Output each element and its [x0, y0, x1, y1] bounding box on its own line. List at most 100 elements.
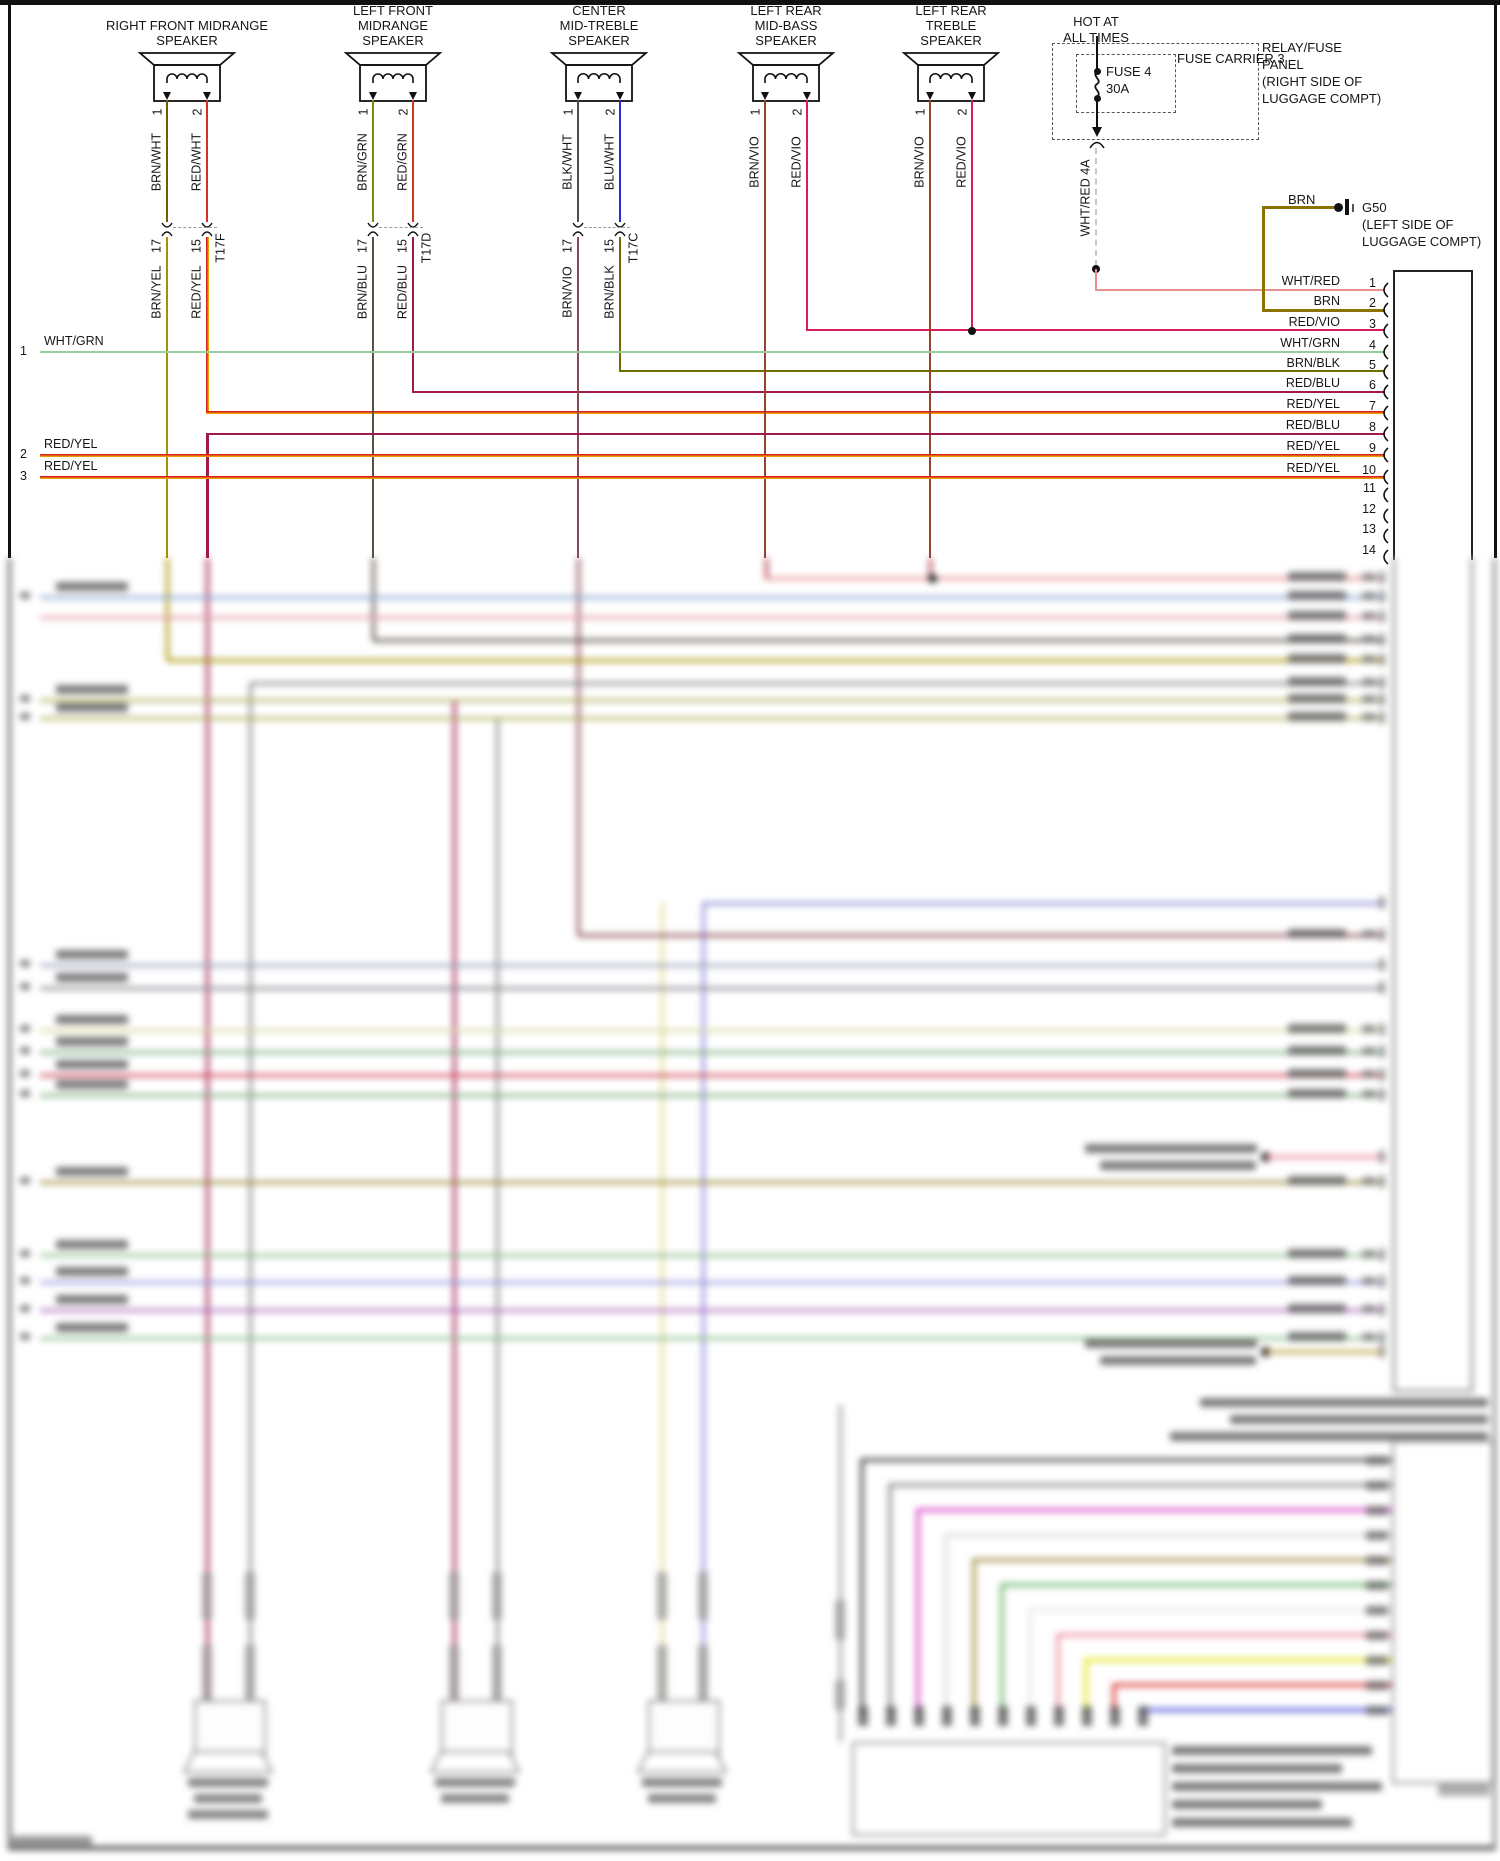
illegible-blurred-text: [1026, 1706, 1036, 1726]
module-pin-number: 6: [1369, 378, 1376, 392]
blur-wire-vertical: [660, 903, 664, 1700]
illegible-blurred-text: [698, 1645, 708, 1700]
illegible-blurred-text: [1172, 1764, 1342, 1773]
hot-at-all-times-label: HOT AT: [1073, 14, 1119, 29]
wire-RED/BLU-pin8: [206, 433, 1385, 435]
illegible-blurred-text: [1379, 1175, 1385, 1188]
wire-to-module: [206, 411, 1385, 414]
speaker-title: SPEAKER: [920, 33, 982, 48]
ground-bar-icon: [1345, 199, 1349, 215]
relay-fuse-panel-label: PANEL: [1262, 57, 1304, 72]
blur-rainbow-wire-v: [972, 1558, 976, 1714]
blur-wire-row: [373, 638, 1385, 642]
illegible-blurred-text: [835, 1600, 845, 1640]
illegible-blurred-text: [1379, 610, 1385, 623]
illegible-blurred-text: [1100, 1356, 1256, 1365]
illegible-blurred-text: [56, 1080, 128, 1089]
blur-wire-row: [250, 681, 1385, 685]
junction-dot: [1093, 94, 1101, 102]
illegible-blurred-text: [56, 973, 128, 982]
ground-bar2-icon: [1352, 204, 1354, 212]
illegible-blurred-text: [1366, 1656, 1388, 1665]
blur-rainbow-wire: [974, 1558, 1392, 1562]
blur-wire-vertical: [452, 700, 456, 1700]
illegible-blurred-text: [1288, 572, 1346, 581]
illegible-blurred-text: [1230, 1415, 1488, 1424]
illegible-blurred-text: [1288, 591, 1346, 600]
illegible-blurred-text: [1362, 635, 1376, 643]
illegible-blurred-text: [1362, 1333, 1376, 1341]
illegible-blurred-text: [642, 1778, 722, 1787]
module-pin-arc-icon: [1383, 426, 1389, 442]
speaker-title: LEFT FRONT: [353, 3, 433, 18]
blur-wire-vertical: [928, 558, 932, 580]
blur-wire-row: [766, 576, 1385, 580]
blur-rainbow-wire: [862, 1458, 1392, 1462]
module-pin-arc-icon: [1383, 282, 1389, 298]
wire-RED/WHT: [206, 100, 208, 222]
illegible-blurred-text: [1366, 1456, 1388, 1465]
blur-wire-row: [40, 615, 1385, 619]
inline-connector-icon: [161, 222, 173, 237]
illegible-blurred-text: [886, 1706, 896, 1726]
blur-wire-row: [167, 658, 1385, 662]
speaker-title: SPEAKER: [568, 33, 630, 48]
illegible-blurred-text: [1366, 1581, 1388, 1590]
illegible-blurred-text: [20, 1047, 30, 1054]
wire-to-module: [806, 329, 1385, 331]
wire-BRN/VIO: [929, 100, 931, 558]
fuse-element-icon: [1094, 70, 1100, 98]
wire-WHT/RED-pin1: [1095, 289, 1385, 291]
blur-wire-vertical: [764, 558, 768, 580]
speaker-symbol: [343, 52, 443, 102]
blur-rainbow-wire: [918, 1508, 1392, 1512]
wire-label: BRN: [1288, 192, 1316, 207]
module-pin-number: 5: [1369, 358, 1376, 372]
speaker-title: LEFT REAR: [750, 3, 822, 18]
wire-BRN/GRN: [372, 100, 374, 222]
illegible-blurred-text: [12, 1836, 92, 1845]
wire-WHT/RED: [1095, 269, 1097, 290]
illegible-blurred-text: [1379, 571, 1385, 584]
illegible-blurred-text: [1379, 1068, 1385, 1081]
blur-wire-row: [40, 1180, 1385, 1184]
module-box-blur: [1393, 558, 1473, 1392]
module-pin-arc-icon: [1383, 508, 1389, 524]
illegible-blurred-text: [1379, 1248, 1385, 1261]
illegible-blurred-text: [194, 1794, 262, 1803]
module-pin-label: RED/BLU: [1285, 376, 1340, 390]
junction-dot: [968, 327, 976, 335]
illegible-blurred-text: [1082, 1706, 1092, 1726]
blur-wire-vertical: [165, 558, 169, 660]
illegible-blurred-text: [449, 1645, 459, 1700]
illegible-blurred-text: [1362, 1250, 1376, 1258]
relay-fuse-panel-label: LUGGAGE COMPT): [1262, 91, 1382, 106]
ground-location: LUGGAGE COMPT): [1362, 234, 1482, 249]
illegible-blurred-text: [56, 1240, 128, 1249]
relay-fuse-panel-label: RELAY/FUSE: [1262, 40, 1342, 55]
blur-wire-row: [40, 1028, 1385, 1032]
module-pin-number: 8: [1369, 420, 1376, 434]
illegible-blurred-text: [1362, 655, 1376, 663]
illegible-blurred-text: [56, 685, 128, 694]
wire-BRN-ground: [1262, 206, 1334, 209]
speaker-title: SPEAKER: [362, 33, 424, 48]
module-pin-number: 12: [1362, 502, 1376, 516]
blur-rainbow-wire: [946, 1533, 1392, 1537]
module-box: [1393, 270, 1473, 560]
illegible-blurred-text: [20, 713, 30, 720]
speaker-title: SPEAKER: [755, 33, 817, 48]
module-pin-label: RED/VIO: [1288, 315, 1340, 329]
illegible-blurred-text: [1379, 1345, 1385, 1358]
illegible-blurred-text: [202, 1645, 212, 1700]
illegible-blurred-text: [188, 1810, 268, 1819]
blur-rainbow-wire: [1114, 1683, 1392, 1687]
wire-WHT/GRN: [40, 351, 1385, 353]
illegible-blurred-text: [20, 1070, 30, 1077]
illegible-blurred-text: [1362, 1277, 1376, 1285]
illegible-blurred-text: [1362, 930, 1376, 938]
illegible-blurred-text: [56, 1015, 128, 1024]
blur-rainbow-wire-v: [888, 1483, 892, 1714]
module-pin-arc-icon: [1383, 302, 1389, 318]
illegible-blurred-text: [1172, 1800, 1322, 1809]
